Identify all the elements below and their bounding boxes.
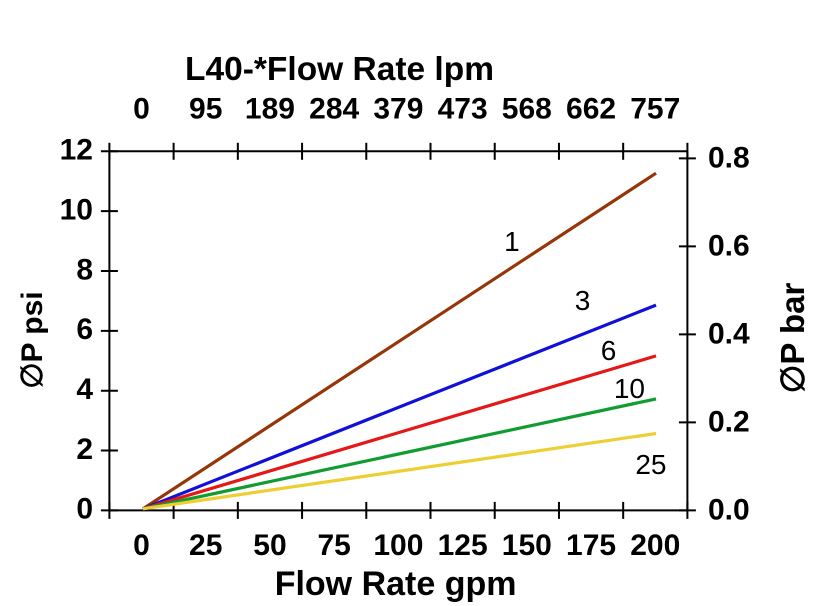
svg-text:25: 25: [635, 449, 666, 480]
svg-text:0.6: 0.6: [708, 230, 750, 263]
svg-text:∅P bar: ∅P bar: [774, 283, 811, 394]
svg-text:75: 75: [317, 529, 350, 562]
svg-text:662: 662: [566, 92, 616, 125]
svg-text:0.8: 0.8: [708, 142, 750, 175]
svg-text:757: 757: [630, 92, 680, 125]
svg-text:3: 3: [575, 285, 591, 316]
svg-text:10: 10: [614, 373, 645, 404]
svg-text:12: 12: [60, 134, 93, 167]
svg-text:1: 1: [504, 226, 520, 257]
svg-text:∅P psi: ∅P psi: [16, 291, 49, 388]
svg-text:175: 175: [566, 529, 616, 562]
svg-text:0.2: 0.2: [708, 406, 750, 439]
svg-text:L40-*Flow Rate lpm: L40-*Flow Rate lpm: [185, 51, 494, 88]
svg-text:6: 6: [601, 335, 617, 366]
svg-text:568: 568: [502, 92, 552, 125]
svg-text:379: 379: [373, 92, 423, 125]
svg-text:0: 0: [76, 493, 93, 526]
svg-text:0.4: 0.4: [708, 318, 750, 351]
svg-text:473: 473: [438, 92, 488, 125]
svg-text:189: 189: [245, 92, 295, 125]
svg-text:8: 8: [76, 253, 93, 286]
svg-text:4: 4: [76, 373, 93, 406]
svg-text:2: 2: [76, 433, 93, 466]
svg-text:50: 50: [253, 529, 286, 562]
svg-text:95: 95: [189, 92, 222, 125]
svg-text:6: 6: [76, 313, 93, 346]
svg-text:125: 125: [438, 529, 488, 562]
svg-text:0.0: 0.0: [708, 494, 750, 527]
svg-text:10: 10: [60, 193, 93, 226]
svg-text:284: 284: [309, 92, 359, 125]
svg-text:0: 0: [133, 92, 150, 125]
svg-text:100: 100: [373, 529, 423, 562]
svg-text:25: 25: [189, 529, 222, 562]
svg-text:0: 0: [133, 529, 150, 562]
svg-text:200: 200: [630, 529, 680, 562]
svg-text:150: 150: [502, 529, 552, 562]
svg-text:Flow Rate gpm: Flow Rate gpm: [275, 565, 517, 603]
